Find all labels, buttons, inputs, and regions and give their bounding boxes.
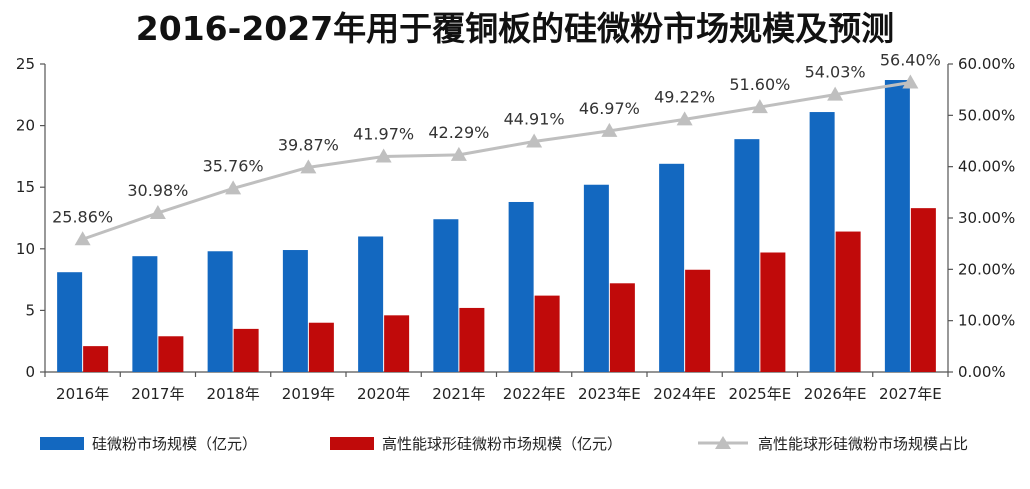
share-marker-2025年E [751, 99, 768, 114]
bar-spherical-2017年 [158, 336, 184, 372]
x-tick-label: 2021年 [432, 385, 485, 403]
share-marker-2023年E [601, 122, 618, 137]
share-data-label: 30.98% [127, 181, 188, 200]
legend-label-share: 高性能球形硅微粉市场规模占比 [758, 435, 968, 453]
bar-market-2023年E [583, 184, 609, 372]
y-right-tick-label: 30.00% [958, 209, 1015, 227]
x-tick-label: 2027年E [879, 385, 942, 403]
bar-market-2024年E [659, 163, 685, 372]
legend-marker-share [715, 436, 731, 449]
bar-spherical-2023年E [609, 283, 635, 372]
bar-spherical-2024年E [685, 269, 711, 372]
share-data-label: 44.91% [504, 109, 565, 128]
share-data-label: 35.76% [203, 156, 264, 175]
y-right-tick-label: 40.00% [958, 158, 1015, 176]
bar-spherical-2025年E [760, 252, 786, 372]
x-tick-label: 2026年E [804, 385, 867, 403]
bar-market-2022年E [508, 201, 534, 372]
share-data-label: 49.22% [654, 87, 715, 106]
y-left-tick-label: 10 [16, 240, 35, 258]
bar-spherical-2021年 [459, 307, 485, 372]
legend-swatch-market [40, 437, 84, 450]
x-tick-label: 2019年 [282, 385, 335, 403]
legend: 硅微粉市场规模（亿元） 高性能球形硅微粉市场规模（亿元） 高性能球形硅微粉市场规… [40, 435, 968, 453]
bar-market-2016年 [57, 272, 83, 372]
x-tick-label: 2022年E [503, 385, 566, 403]
share-data-label: 42.29% [428, 123, 489, 142]
bar-market-2017年 [132, 256, 158, 372]
bar-market-2021年 [433, 219, 459, 372]
x-tick-label: 2025年E [729, 385, 792, 403]
y-right-tick-label: 20.00% [958, 260, 1015, 278]
bar-spherical-2022年E [534, 295, 560, 372]
share-data-label: 51.60% [729, 75, 790, 94]
bar-market-2026年E [809, 112, 835, 372]
bar-market-2020年 [358, 236, 384, 372]
chart-title: 2016-2027年用于覆铜板的硅微粉市场规模及预测 [136, 9, 894, 48]
y-right-tick-label: 10.00% [958, 312, 1015, 330]
x-tick-label: 2024年E [653, 385, 716, 403]
y-left-tick-label: 0 [25, 363, 35, 381]
x-tick-label: 2016年 [56, 385, 109, 403]
y-left-tick-label: 5 [25, 301, 35, 319]
legend-label-spherical: 高性能球形硅微粉市场规模（亿元） [382, 435, 622, 453]
bar-spherical-2020年 [384, 315, 410, 372]
x-tick-label: 2017年 [131, 385, 184, 403]
y-left-tick-label: 15 [16, 178, 35, 196]
share-marker-2021年 [450, 146, 467, 161]
bar-market-2025年E [734, 139, 760, 372]
share-marker-2016年 [74, 231, 91, 246]
share-line [82, 80, 911, 241]
share-marker-2026年E [827, 86, 844, 101]
plot-area: 0 5 10 15 20 25 0.00% 10.00% 20.00% 30.00% 40.00% 5… [16, 50, 1015, 403]
share-marker-2024年E [676, 111, 693, 126]
share-data-label: 41.97% [353, 125, 414, 144]
bar-market-2018年 [207, 251, 233, 372]
bar-spherical-2018年 [233, 328, 259, 372]
share-marker-2019年 [300, 159, 317, 174]
y-left-tick-label: 20 [16, 117, 35, 135]
bar-spherical-2026年E [835, 231, 861, 372]
share-data-label: 25.86% [52, 207, 113, 226]
y-right-tick-label: 60.00% [958, 55, 1015, 73]
bar-spherical-2016年 [83, 346, 109, 372]
y-right-tick-label: 50.00% [958, 106, 1015, 124]
share-marker-2022年E [526, 133, 543, 148]
share-marker-2020年 [375, 148, 392, 163]
share-marker-2027年E [902, 74, 919, 89]
bar-market-2027年E [884, 80, 910, 373]
share-data-label: 46.97% [579, 99, 640, 118]
x-tick-label: 2018年 [207, 385, 260, 403]
x-tick-label: 2023年E [578, 385, 641, 403]
share-data-label: 56.40% [880, 50, 941, 69]
bar-spherical-2027年E [910, 208, 936, 372]
share-marker-2017年 [149, 204, 166, 219]
bar-market-2019年 [282, 250, 308, 372]
y-right-tick-label: 0.00% [958, 363, 1006, 381]
legend-label-market: 硅微粉市场规模（亿元） [92, 435, 257, 453]
share-data-label: 39.87% [278, 135, 339, 154]
y-left-tick-label: 25 [16, 55, 35, 73]
bar-spherical-2019年 [308, 322, 334, 372]
share-marker-2018年 [225, 180, 242, 195]
x-tick-label: 2020年 [357, 385, 410, 403]
legend-swatch-spherical [330, 437, 374, 450]
share-data-label: 54.03% [805, 63, 866, 82]
